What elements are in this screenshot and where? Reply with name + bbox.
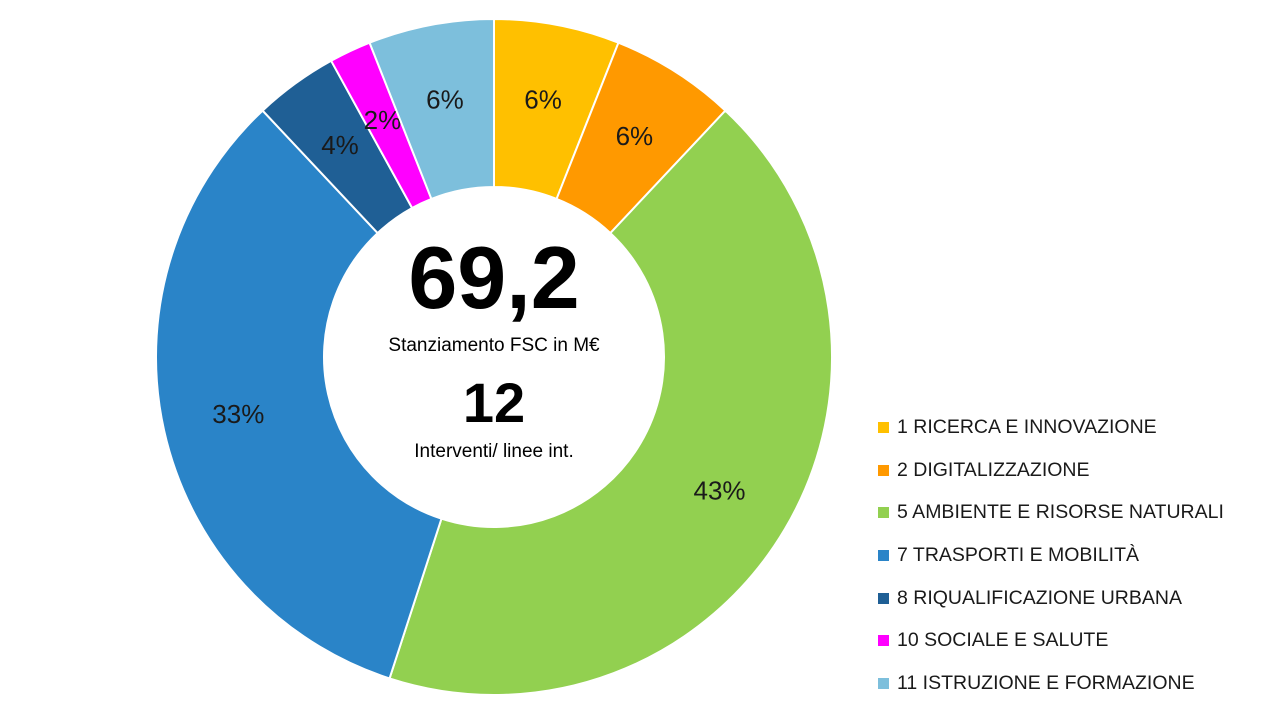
legend-swatch: [878, 677, 889, 689]
legend-swatch: [878, 549, 889, 561]
data-label-10-sociale-e-salute: 2%: [364, 105, 402, 135]
total-label: Stanziamento FSC in M€: [388, 335, 600, 356]
legend-label: 10 SOCIALE E SALUTE: [897, 629, 1109, 652]
data-label-5-ambiente-e-risorse-naturali: 43%: [693, 475, 745, 505]
legend-swatch: [878, 464, 889, 476]
legend-swatch: [878, 507, 889, 519]
legend-swatch: [878, 592, 889, 604]
slice-11-istruzione-e-formazione: [368, 17, 495, 201]
legend-label: 11 ISTRUZIONE E FORMAZIONE: [897, 671, 1195, 694]
total-value: 69,2: [408, 228, 580, 327]
slice-5-ambiente-e-risorse-naturali: [388, 109, 833, 696]
legend-item-10-sociale-e-salute: 10 SOCIALE E SALUTE: [878, 619, 1224, 662]
legend-label: 7 TRASPORTI E MOBILITÀ: [897, 543, 1140, 566]
count-value: 12: [462, 371, 526, 434]
legend-swatch: [878, 421, 889, 433]
legend-label: 5 AMBIENTE E RISORSE NATURALI: [897, 501, 1224, 524]
legend-swatch: [878, 635, 889, 647]
legend-item-5-ambiente-e-risorse-naturali: 5 AMBIENTE E RISORSE NATURALI: [878, 491, 1224, 534]
legend: 1 RICERCA E INNOVAZIONE 2 DIGITALIZZAZION…: [878, 406, 1224, 705]
data-label-7-trasporti-e-mobilit: 33%: [212, 399, 264, 429]
legend-item-2-digitalizzazione: 2 DIGITALIZZAZIONE: [878, 449, 1224, 492]
slice-7-trasporti-e-mobilit: [155, 109, 443, 680]
legend-item-1-ricerca-e-innovazione: 1 RICERCA E INNOVAZIONE: [878, 406, 1224, 449]
legend-item-11-istruzione-e-formazione: 11 ISTRUZIONE E FORMAZIONE: [878, 662, 1224, 705]
data-label-2-digitalizzazione: 6%: [616, 121, 654, 151]
data-label-8-riqualificazione-urbana: 4%: [321, 130, 359, 160]
data-label-1-ricerca-e-innovazione: 6%: [524, 85, 562, 115]
legend-label: 2 DIGITALIZZAZIONE: [897, 458, 1090, 481]
legend-item-7-trasporti-e-mobilit: 7 TRASPORTI E MOBILITÀ: [878, 534, 1224, 577]
legend-item-8-riqualificazione-urbana: 8 RIQUALIFICAZIONE URBANA: [878, 577, 1224, 620]
legend-label: 8 RIQUALIFICAZIONE URBANA: [897, 586, 1182, 609]
data-label-11-istruzione-e-formazione: 6%: [426, 85, 464, 115]
legend-label: 1 RICERCA E INNOVAZIONE: [897, 415, 1157, 438]
count-label: Interventi/ linee int.: [414, 441, 574, 462]
